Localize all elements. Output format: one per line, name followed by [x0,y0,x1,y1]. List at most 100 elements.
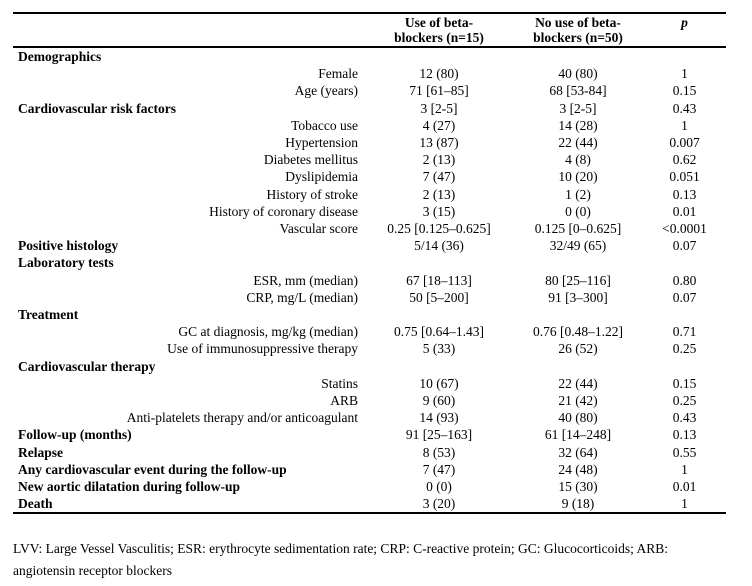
row-label: Laboratory tests [18,255,114,271]
table-row: Death 3 (20) 9 (18) 1 [13,495,726,513]
cell-p: 0.13 [672,427,697,443]
cell-no-beta: 0.76 [0.48–1.22] [533,324,623,340]
table-row: CRP, mg/L (median) 50 [5–200] 91 [3–300] 0.… [13,289,726,306]
table-row: Cardiovascular risk factors 3 [2-5] 3 [2-5… [13,100,726,117]
table-row: Dyslipidemia 7 (47) 10 (20) 0.051 [13,168,726,185]
cell-no-beta: 0 (0) [565,203,591,219]
column-header-beta-line2: blockers (n=15) [394,30,484,45]
table-row: GC at diagnosis, mg/kg (median) 0.75 [0.6… [13,323,726,340]
cell-beta: 0.25 [0.125–0.625] [387,221,491,237]
cell-beta: 0.75 [0.64–1.43] [394,324,484,340]
table-row: Relapse 8 (53) 32 (64) 0.55 [13,444,726,461]
cell-no-beta: 22 (44) [558,135,598,151]
cell-beta: 3 (20) [422,496,456,512]
table-body: Demographics Female 12 (80) 40 (80) 1 Age (ye… [13,47,726,513]
cell-no-beta: 32/49 (65) [549,238,607,254]
table-row: Statins 10 (67) 22 (44) 0.15 [13,375,726,392]
cell-no-beta: 0.125 [0–0.625] [534,221,622,237]
cell-no-beta: 4 (8) [565,152,591,168]
row-label: Anti-platelets therapy and/or anticoagul… [126,410,358,426]
table-row: New aortic dilatation during follow-up 0 … [13,478,726,495]
cell-p: 0.007 [669,135,700,151]
cell-beta [365,306,513,323]
cell-no-beta: 3 [2-5] [559,100,597,116]
cell-p: 0.55 [672,444,697,460]
cell-beta: 5 (33) [422,341,456,357]
cell-p: 0.13 [672,186,697,202]
column-header-empty [13,13,365,48]
cell-p: 1 [681,496,688,512]
cell-no-beta: 91 [3–300] [548,289,608,305]
row-label: GC at diagnosis, mg/kg (median) [178,324,358,340]
column-header-beta-blockers: Use of beta- blockers (n=15) [365,13,513,48]
cell-beta: 67 [18–113] [406,272,472,288]
cell-p: 0.07 [672,289,697,305]
table-row: History of coronary disease 3 (15) 0 (0) 0.… [13,203,726,220]
cell-beta: 4 (27) [422,117,456,133]
table-row: Diabetes mellitus 2 (13) 4 (8) 0.62 [13,151,726,168]
row-label: Diabetes mellitus [263,152,358,168]
row-label: Female [318,66,358,82]
row-label: Dyslipidemia [285,169,358,185]
cell-p: 0.43 [672,410,697,426]
cell-no-beta: 1 (2) [565,186,591,202]
column-header-no-beta-line1: No use of beta- [535,15,621,30]
table-row: Use of immunosuppressive therapy 5 (33) 26… [13,340,726,357]
comparison-table-wrapper: Use of beta- blockers (n=15) No use of b… [13,12,726,515]
cell-p: 0.01 [672,479,697,495]
cell-beta: 13 (87) [419,135,459,151]
row-label: Demographics [18,49,102,64]
header-row: Use of beta- blockers (n=15) No use of b… [13,13,726,48]
cell-beta: 91 [25–163] [405,427,473,443]
table-row: Hypertension 13 (87) 22 (44) 0.007 [13,134,726,151]
cell-p: 0.15 [672,375,697,391]
row-label: Follow-up (months) [18,427,132,443]
cell-no-beta: 10 (20) [558,169,598,185]
cell-beta: 10 (67) [419,375,459,391]
column-header-no-beta-blockers: No use of beta- blockers (n=50) [513,13,643,48]
cell-no-beta: 15 (30) [558,479,598,495]
row-label: Relapse [18,444,63,460]
table-row: Cardiovascular therapy [13,358,726,375]
cell-beta: 9 (60) [422,393,456,409]
row-label: Any cardiovascular event during the foll… [18,461,287,477]
cell-no-beta: 9 (18) [561,496,595,512]
table-row: ESR, mm (median) 67 [18–113] 80 [25–116] 0.… [13,272,726,289]
row-label: ARB [330,393,358,409]
cell-p: 0.25 [672,393,697,409]
row-label: Tobacco use [291,117,358,133]
cell-p: 0.07 [672,238,697,254]
cell-no-beta: 40 (80) [558,66,598,82]
cell-no-beta: 40 (80) [558,410,598,426]
table-row: History of stroke 2 (13) 1 (2) 0.13 [13,186,726,203]
cell-p [643,47,726,65]
cell-p: 0.43 [672,100,697,116]
cell-p: 0.25 [672,341,697,357]
cell-no-beta: 61 [14–248] [544,427,612,443]
table-row: Age (years) 71 [61–85] 68 [53-84] 0.15 [13,82,726,99]
row-label: New aortic dilatation during follow-up [18,479,241,495]
row-label: History of stroke [266,186,359,202]
cell-no-beta [513,306,643,323]
table-row: ARB 9 (60) 21 (42) 0.25 [13,392,726,409]
cell-beta: 2 (13) [422,186,456,202]
row-label: Hypertension [285,135,358,151]
cell-no-beta: 80 [25–116] [545,272,611,288]
row-label: Cardiovascular risk factors [18,100,176,116]
cell-p: 0.01 [672,203,697,219]
cell-beta: 5/14 (36) [414,238,464,254]
cell-beta: 50 [5–200] [409,289,469,305]
row-label: Cardiovascular therapy [18,358,156,374]
cell-no-beta: 24 (48) [558,461,598,477]
table-row: Anti-platelets therapy and/or anticoagul… [13,409,726,426]
cell-p: 0.71 [672,324,697,340]
cell-p [643,306,726,323]
cell-no-beta: 14 (28) [558,117,598,133]
cell-p: 0.15 [672,83,697,99]
cell-no-beta [513,358,643,375]
table-row: Laboratory tests [13,254,726,271]
row-label: Age (years) [294,83,358,99]
row-label: Vascular score [279,221,358,237]
cell-p: 0.62 [672,152,697,168]
p-value-label: p [681,15,688,30]
